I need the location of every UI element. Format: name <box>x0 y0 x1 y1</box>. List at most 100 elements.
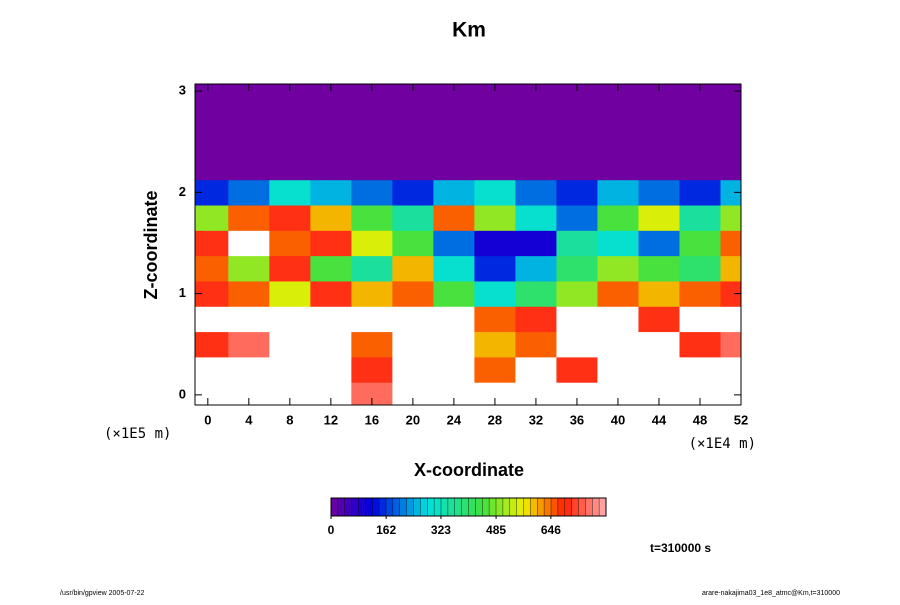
heat-cell <box>474 280 516 307</box>
heat-cell <box>515 154 557 181</box>
heat-cell <box>474 205 516 231</box>
colorbar-band <box>337 498 346 516</box>
heat-cell <box>556 84 598 105</box>
heat-cell <box>638 103 680 130</box>
heat-cell <box>195 84 229 105</box>
heat-cell <box>195 205 229 231</box>
colorbar-band <box>578 498 586 516</box>
colorbar-band <box>530 498 538 516</box>
heat-cell <box>556 331 598 358</box>
heat-cell <box>556 382 598 405</box>
heat-cell <box>269 179 311 206</box>
heat-cell <box>310 382 352 405</box>
heat-cell <box>392 382 434 405</box>
colorbar-band <box>468 498 476 516</box>
colorbar-band <box>482 498 490 516</box>
y-tick-label: 3 <box>179 83 186 98</box>
heat-cell <box>638 230 680 257</box>
heat-cell <box>195 154 229 181</box>
heat-cell <box>392 103 434 130</box>
colorbar-band <box>386 498 394 516</box>
heat-cell <box>515 179 557 206</box>
heat-cell <box>556 154 598 181</box>
footer-left: /usr/bin/gpview 2005-07-22 <box>60 590 145 597</box>
footer-right: arare-nakajima03_1e8_atmc@Km,t=310000 <box>702 590 840 597</box>
y-tick-label: 1 <box>179 285 186 300</box>
colorbar-band <box>461 498 469 516</box>
heat-cell <box>679 382 721 405</box>
heat-cell <box>556 230 598 257</box>
colorbar-band <box>571 498 579 516</box>
heat-cell <box>269 331 311 358</box>
heat-cell <box>228 205 270 231</box>
x-tick-label: 40 <box>611 412 625 427</box>
x-tick-label: 52 <box>734 412 748 427</box>
heat-cell <box>195 103 229 130</box>
heat-cell <box>228 103 270 130</box>
heat-cell <box>597 306 639 333</box>
heat-cell <box>597 382 639 405</box>
heat-cell <box>433 306 475 333</box>
heat-cell <box>228 230 270 257</box>
colorbar-band <box>344 498 352 516</box>
heat-cell <box>474 356 516 383</box>
heat-cell <box>228 255 270 282</box>
plot-frame <box>194 83 742 406</box>
heat-cell <box>474 306 516 333</box>
heat-cell <box>474 382 516 405</box>
heat-cell <box>638 205 680 231</box>
heat-cell <box>351 129 393 155</box>
x-tick-label: 44 <box>652 412 667 427</box>
heat-cell <box>679 179 721 206</box>
x-axis-label: X-coordinate <box>414 460 524 480</box>
heat-cell <box>474 84 516 105</box>
heat-cell <box>515 255 557 282</box>
heat-cell <box>195 280 229 307</box>
heat-cell <box>310 129 352 155</box>
heat-cell <box>515 103 557 130</box>
heat-cell <box>515 382 557 405</box>
heat-cell <box>351 331 393 358</box>
heat-cell <box>597 230 639 257</box>
colorbar-band <box>516 498 524 516</box>
heat-cell <box>720 230 741 257</box>
heat-cell <box>679 331 721 358</box>
colorbar-band <box>399 498 407 516</box>
heat-cell <box>515 306 557 333</box>
heat-cell <box>310 103 352 130</box>
heat-cell <box>228 356 270 383</box>
colorbar-band <box>592 498 600 516</box>
colorbar-band <box>599 498 607 516</box>
colorbar-band <box>434 498 442 516</box>
heat-cell <box>195 255 229 282</box>
colorbar-band <box>331 498 339 516</box>
heat-cell <box>474 103 516 130</box>
heat-cell <box>433 255 475 282</box>
heat-cell <box>433 205 475 231</box>
heat-cell <box>310 179 352 206</box>
heat-cell <box>720 382 741 405</box>
heat-cell <box>556 280 598 307</box>
colorbar-band <box>585 498 593 516</box>
heat-cell <box>351 103 393 130</box>
heat-cell <box>433 382 475 405</box>
x-tick-label: 12 <box>324 412 338 427</box>
colorbar-band <box>365 498 373 516</box>
heat-cell <box>351 382 393 405</box>
x-tick-label: 20 <box>406 412 420 427</box>
heat-cell <box>679 84 721 105</box>
colorbar-band <box>523 498 531 516</box>
heat-cell <box>351 154 393 181</box>
heat-cell <box>474 255 516 282</box>
heat-cell <box>351 205 393 231</box>
heat-cell <box>433 280 475 307</box>
heat-cell <box>638 280 680 307</box>
heat-cell <box>310 280 352 307</box>
heat-cell <box>556 356 598 383</box>
heat-cell <box>195 382 229 405</box>
colorbar-band <box>489 498 497 516</box>
heat-cell <box>597 205 639 231</box>
heat-cell <box>515 280 557 307</box>
heat-cell <box>433 331 475 358</box>
